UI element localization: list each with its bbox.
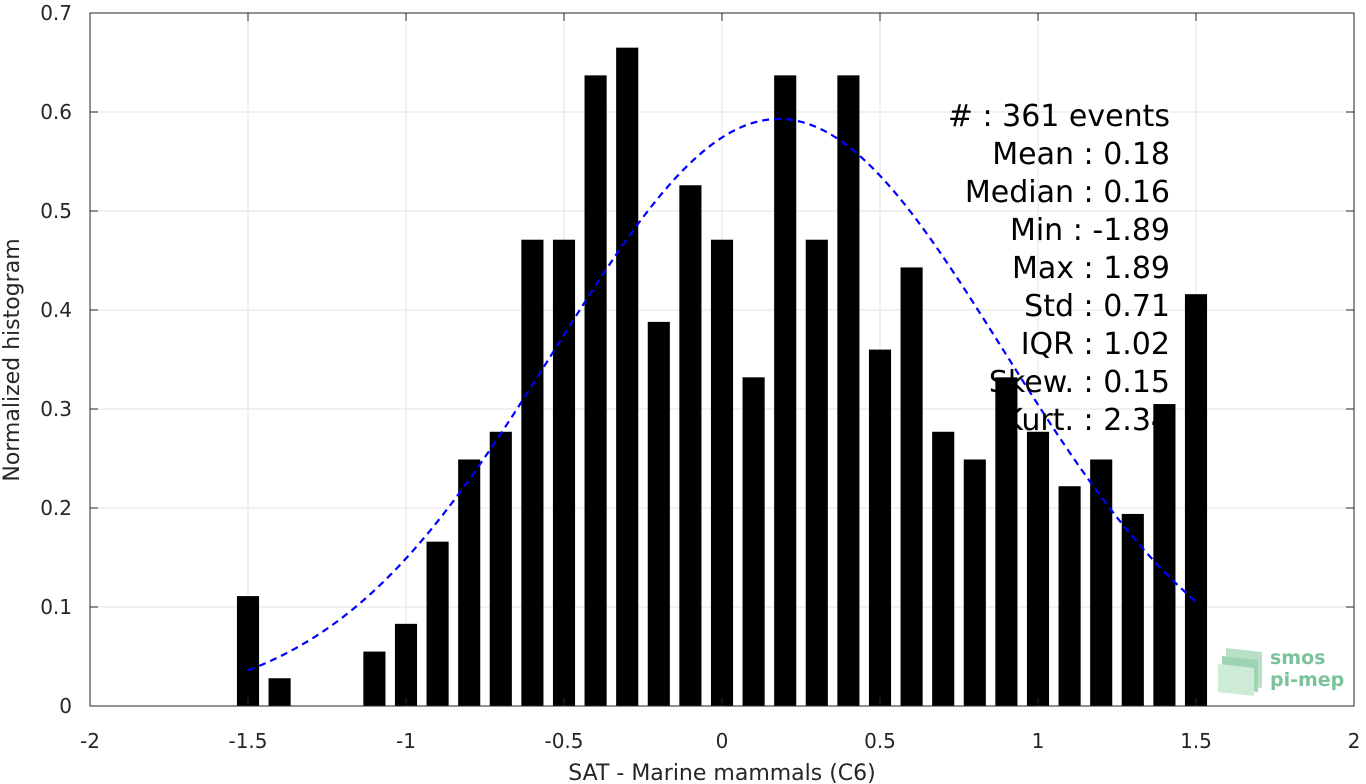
- x-axis-label: SAT - Marine mammals (C6): [568, 761, 876, 784]
- bar-12: [679, 185, 702, 706]
- stat-line-1: Mean : 0.18: [992, 137, 1170, 172]
- x-tick-label-4: 0: [716, 729, 729, 753]
- bar-28: [1184, 294, 1208, 706]
- y-tick-label-0: 0: [59, 694, 72, 718]
- bar-27: [1153, 404, 1176, 706]
- y-tick-label-1: 0.1: [40, 595, 72, 619]
- bar-3: [394, 623, 418, 706]
- y-tick-label-7: 0.7: [40, 1, 72, 25]
- bar-17: [837, 75, 860, 707]
- bar-10: [616, 47, 639, 706]
- x-tick-label-8: 2: [1348, 729, 1361, 753]
- bars: [236, 47, 1208, 707]
- y-tick-label-4: 0.4: [40, 298, 72, 322]
- x-tick-labels: -2 -1.5 -1 -0.5 0 0.5 1 1.5 2: [80, 729, 1360, 753]
- x-tick-label-2: -1: [396, 729, 416, 753]
- y-tick-labels: 0 0.1 0.2 0.3 0.4 0.5 0.6 0.7: [40, 1, 72, 718]
- bar-11: [647, 321, 670, 706]
- stat-line-6: IQR : 1.02: [1021, 327, 1170, 362]
- x-tick-label-0: -2: [80, 729, 100, 753]
- y-tick-label-3: 0.3: [40, 397, 72, 421]
- bar-7: [521, 239, 544, 706]
- bar-19: [900, 267, 923, 706]
- bar-16: [805, 239, 828, 706]
- x-tick-label-3: -0.5: [544, 729, 583, 753]
- bar-22: [995, 377, 1018, 706]
- normal-fit-curve: [247, 117, 1197, 672]
- bar-26: [1121, 513, 1144, 706]
- stat-line-4: Max : 1.89: [1012, 251, 1170, 286]
- x-tick-label-7: 1.5: [1180, 729, 1212, 753]
- logo-text-pi-mep: pi-mep: [1270, 669, 1344, 691]
- y-tick-label-2: 0.2: [40, 496, 72, 520]
- bar-4: [426, 541, 449, 706]
- stat-line-5: Std : 0.71: [1024, 289, 1170, 324]
- stat-line-2: Median : 0.16: [965, 175, 1170, 210]
- bar-0: [236, 596, 260, 706]
- bar-15: [774, 75, 797, 707]
- bar-24: [1058, 486, 1081, 706]
- bar-14: [742, 377, 765, 706]
- x-tick-label-1: -1.5: [228, 729, 267, 753]
- logo-text-smos: smos: [1270, 647, 1325, 669]
- bar-25: [1090, 459, 1113, 706]
- bar-23: [1026, 431, 1050, 706]
- bar-20: [932, 431, 955, 706]
- bar-2: [363, 651, 386, 706]
- bar-5: [458, 459, 481, 706]
- smos-pi-mep-logo: smos pi-mep: [1218, 647, 1344, 696]
- bar-13: [710, 239, 734, 706]
- x-tick-label-6: 1: [1032, 729, 1045, 753]
- axes: [89, 12, 1355, 707]
- bar-18: [868, 349, 892, 706]
- y-tick-label-6: 0.6: [40, 100, 72, 124]
- y-tick-label-5: 0.5: [40, 199, 72, 223]
- bar-6: [489, 431, 512, 706]
- stat-line-8: Kurt. : 2.34: [1003, 403, 1170, 438]
- bar-1: [268, 678, 291, 706]
- stat-line-0: # : 361 events: [948, 99, 1170, 134]
- x-tick-label-5: 0.5: [864, 729, 896, 753]
- stat-line-7: Skew. : 0.15: [989, 365, 1170, 400]
- bar-8: [552, 239, 576, 706]
- bar-21: [963, 459, 986, 706]
- stat-line-3: Min : -1.89: [1010, 213, 1170, 248]
- y-axis-label: Normalized histogram: [0, 238, 25, 481]
- bar-9: [584, 75, 607, 707]
- logo-layers-icon: [1218, 648, 1262, 696]
